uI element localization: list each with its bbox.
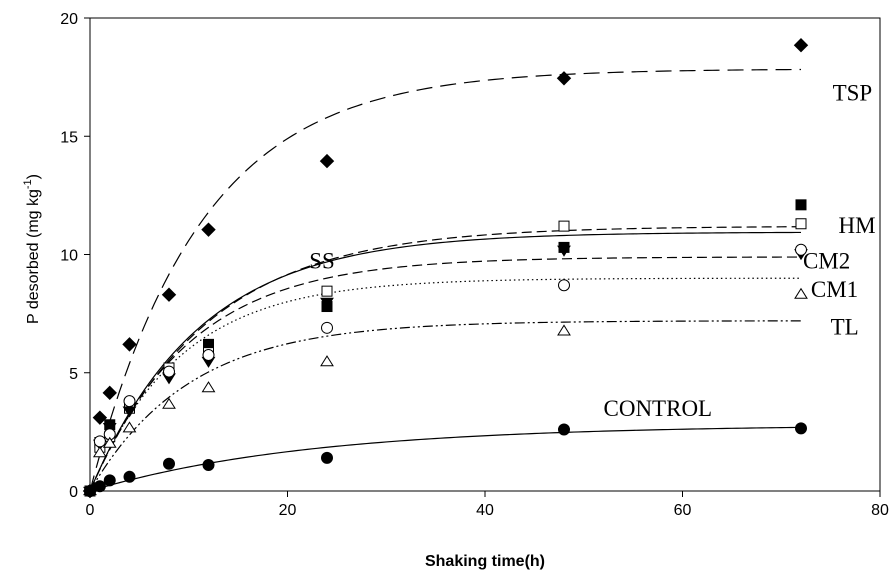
- fit-curve-tsp: [89, 68, 802, 492]
- marker-cm1: [163, 365, 175, 378]
- y-axis-title-main: P desorbed (mg kg: [25, 189, 42, 324]
- series-label-cm2: CM2: [803, 248, 850, 273]
- marker-ss: [558, 220, 570, 232]
- marker-tsp: [556, 71, 572, 86]
- y-tick-label: 10: [60, 248, 78, 265]
- y-axis-title-close: ): [25, 174, 42, 179]
- marker-cm2: [557, 245, 571, 257]
- marker-cm1: [558, 279, 570, 292]
- marker-tsp: [319, 153, 335, 169]
- marker-cm1: [123, 395, 136, 408]
- marker-cm1: [321, 321, 333, 334]
- marker-control: [795, 422, 807, 435]
- series-label-hm: HM: [839, 213, 876, 238]
- marker-cm1: [93, 435, 106, 448]
- marker-cm1: [795, 243, 807, 256]
- marker-tl: [557, 324, 571, 336]
- y-axis-title: P desorbed (mg kg-1): [22, 174, 42, 324]
- marker-tl: [162, 397, 176, 409]
- marker-tl: [122, 421, 137, 433]
- marker-cm2: [320, 297, 334, 309]
- plot-frame: [89, 17, 881, 492]
- x-tick-label: 0: [86, 502, 95, 519]
- marker-control: [103, 474, 116, 487]
- fit-curve-control: [89, 426, 802, 492]
- y-axis-title-sup: -1: [22, 179, 34, 189]
- fit-curve-tl: [89, 320, 801, 492]
- marker-tl: [92, 446, 107, 458]
- fit-curves: [89, 68, 802, 492]
- series-label-tsp: TSP: [833, 80, 873, 105]
- plot-border: [89, 17, 881, 492]
- marker-tsp: [102, 385, 117, 401]
- y-tick-label: 0: [69, 484, 78, 501]
- marker-control: [123, 470, 136, 483]
- marker-tsp: [793, 37, 809, 53]
- fit-curve-ss: [89, 231, 802, 492]
- marker-tsp: [122, 337, 137, 352]
- fit-curve-hm: [89, 226, 802, 492]
- x-axis-title: Shaking time(h): [425, 553, 545, 570]
- y-tick-label: 20: [60, 11, 78, 28]
- series-label-tl: TL: [831, 315, 859, 340]
- fit-curve-cm1: [89, 277, 801, 492]
- marker-tl: [794, 287, 808, 299]
- series-labels: TSP HM SS CM2 CM1 TL CONTROL: [309, 80, 875, 421]
- x-tick-label: 20: [279, 502, 297, 519]
- y-tick-label: 5: [69, 366, 78, 383]
- marker-control: [202, 458, 215, 471]
- marker-tsp: [161, 287, 177, 302]
- y-tick-label: 15: [60, 129, 78, 146]
- marker-cm1: [202, 349, 215, 362]
- marker-control: [163, 457, 175, 470]
- y-axis-ticks: 0 5 10 15 20: [60, 11, 90, 501]
- marker-control: [321, 451, 333, 464]
- series-label-cm1: CM1: [811, 277, 858, 302]
- marker-tl: [102, 436, 117, 448]
- marker-control: [558, 423, 570, 436]
- marker-tl: [201, 381, 216, 393]
- marker-hm: [795, 199, 807, 211]
- marker-ss: [795, 218, 807, 230]
- marker-control: [93, 480, 106, 493]
- x-tick-label: 60: [674, 502, 692, 519]
- x-tick-label: 80: [871, 502, 889, 519]
- marker-tsp: [201, 222, 216, 237]
- series-label-control: CONTROL: [604, 396, 713, 421]
- series-label-ss: SS: [309, 248, 335, 273]
- fit-curve-cm2: [89, 256, 802, 492]
- marker-ss: [321, 285, 333, 297]
- x-axis-ticks: 0 20 40 60 80: [86, 491, 889, 519]
- marker-tl: [320, 355, 334, 367]
- x-tick-label: 40: [476, 502, 494, 519]
- marker-tsp: [92, 410, 108, 425]
